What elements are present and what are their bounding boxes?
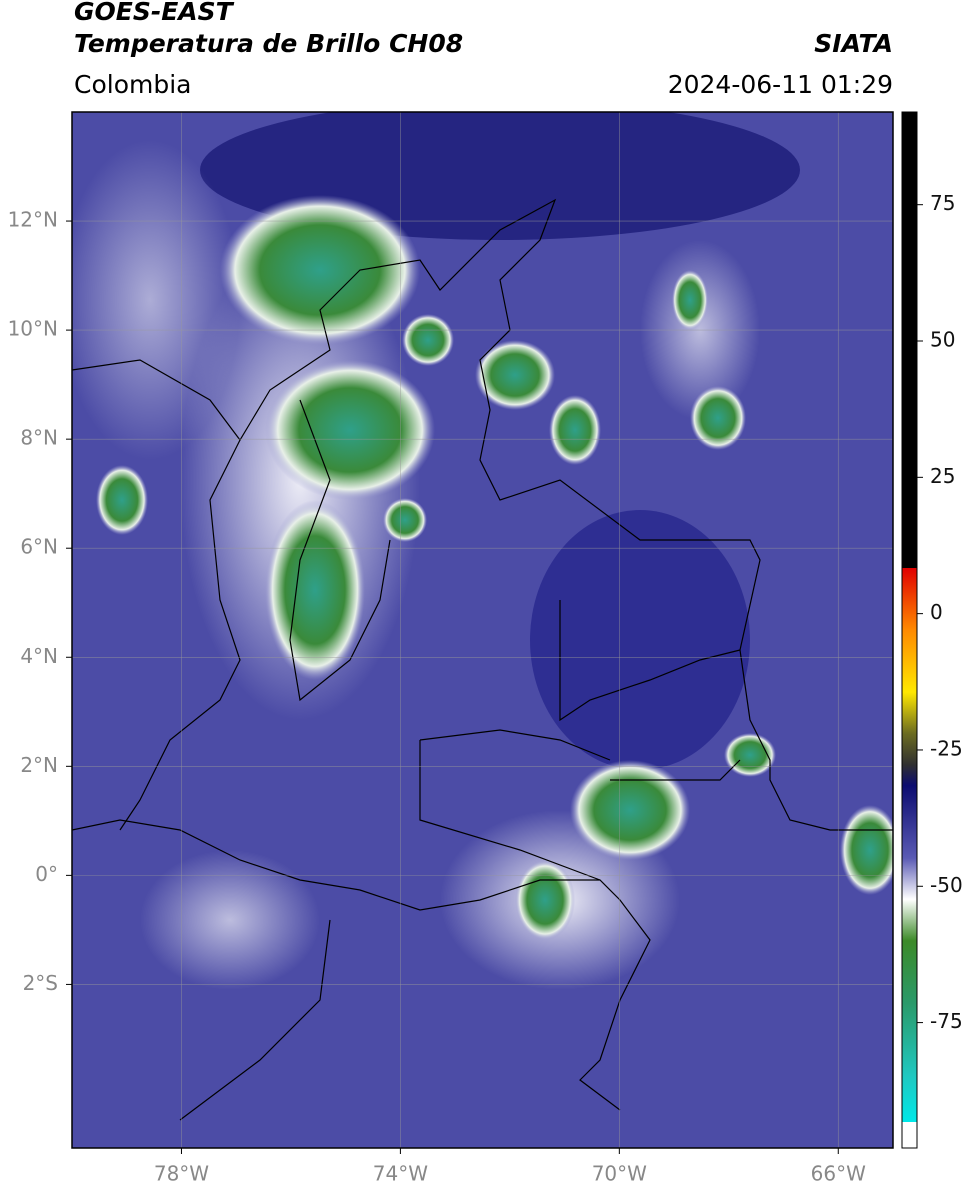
satellite-image xyxy=(72,112,893,1148)
y-tick-label: 4°N xyxy=(20,644,58,668)
y-tick-label: 6°N xyxy=(20,535,58,559)
x-tick-label: 78°W xyxy=(154,1162,209,1186)
colorbar-tick-label: 0 xyxy=(930,600,943,624)
y-tick-label: 2°S xyxy=(23,971,58,995)
colorbar-tick-label: 25 xyxy=(930,464,955,488)
y-tick-label: 12°N xyxy=(8,208,58,232)
map-frame xyxy=(71,111,894,1149)
y-tick-label: 0° xyxy=(35,862,58,886)
x-tick-label: 70°W xyxy=(592,1162,647,1186)
y-tick-label: 10°N xyxy=(8,317,58,341)
datetime: 2024-06-11 01:29 xyxy=(668,70,893,99)
subtitle: Temperatura de Brillo CH08 xyxy=(74,29,463,58)
title: GOES-EAST xyxy=(74,0,235,26)
source: SIATA xyxy=(814,29,893,58)
y-tick-label: 8°N xyxy=(20,426,58,450)
colorbar-tick-label: 75 xyxy=(930,191,955,215)
x-tick-label: 66°W xyxy=(811,1162,866,1186)
colorbar-tick-label: 50 xyxy=(930,328,955,352)
colorbar-tick-label: -75 xyxy=(930,1009,963,1033)
colorbar-tick-label: -50 xyxy=(930,873,963,897)
y-tick-label: 2°N xyxy=(20,753,58,777)
borders xyxy=(72,198,893,1121)
colorbar-tick-label: -25 xyxy=(930,736,963,760)
x-tick-label: 74°W xyxy=(373,1162,428,1186)
grid xyxy=(72,112,893,1148)
region: Colombia xyxy=(74,70,191,99)
colorbar xyxy=(901,111,918,1149)
